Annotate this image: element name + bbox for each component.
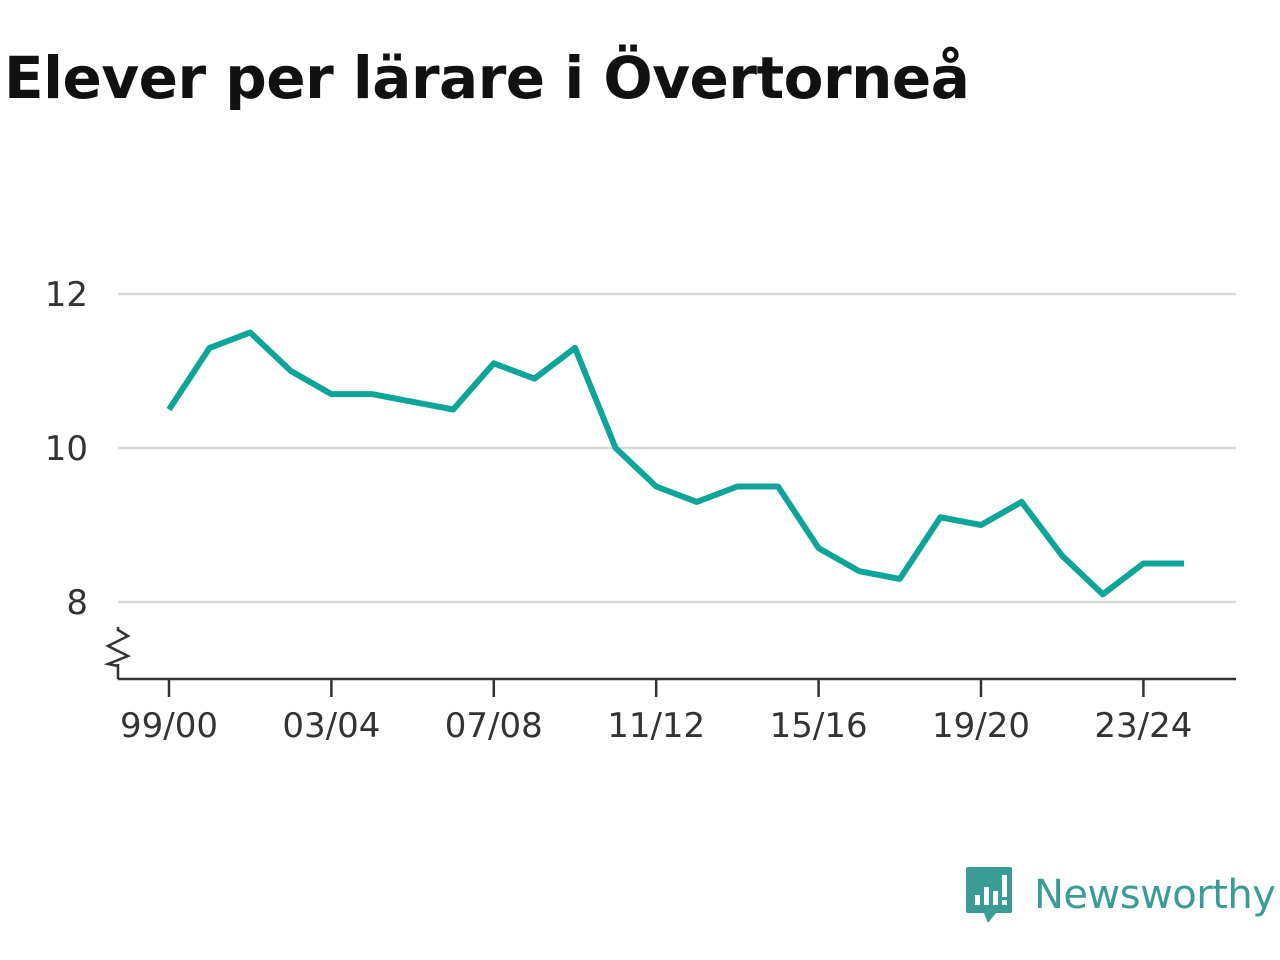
y-tick-label: 12 bbox=[45, 275, 88, 315]
series-line bbox=[166, 329, 1184, 598]
y-axis-ticks: 8 10 12 bbox=[45, 275, 88, 623]
x-axis-ticks: 99/00 03/04 07/08 11/12 15/16 19/20 23/24 bbox=[120, 679, 1192, 746]
axis-break-icon bbox=[103, 627, 132, 668]
brand-name: Newsworthy bbox=[1034, 872, 1276, 918]
y-tick-label: 10 bbox=[45, 429, 88, 469]
x-tick-label: 11/12 bbox=[607, 706, 705, 746]
y-tick-label: 8 bbox=[66, 583, 88, 623]
x-tick-label: 07/08 bbox=[445, 706, 543, 746]
newsworthy-logo-icon bbox=[966, 867, 1012, 923]
page-title: Elever per lärare i Övertorneå bbox=[4, 44, 970, 112]
x-tick-label: 15/16 bbox=[770, 706, 868, 746]
x-tick-label: 19/20 bbox=[932, 706, 1030, 746]
x-tick-label: 23/24 bbox=[1094, 706, 1192, 746]
gridlines bbox=[118, 292, 1236, 604]
x-tick-label: 03/04 bbox=[282, 706, 380, 746]
x-axis bbox=[103, 627, 1236, 681]
x-tick-label: 99/00 bbox=[120, 706, 218, 746]
brand-logo: Newsworthy bbox=[964, 864, 1276, 926]
